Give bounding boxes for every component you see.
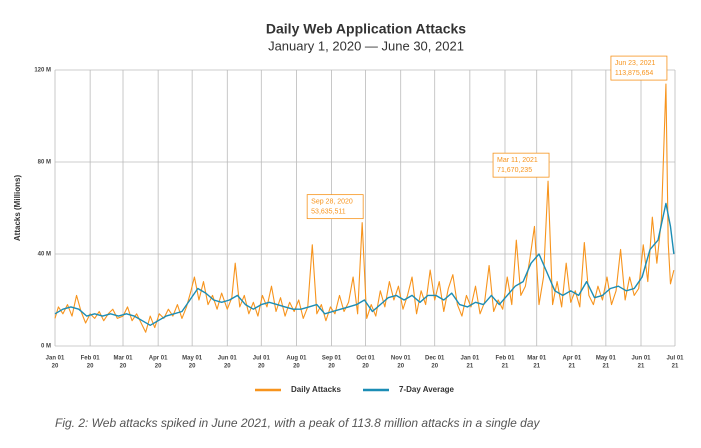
x-tick-label: Oct 01 — [356, 356, 375, 362]
annotation-label: 71,670,235 — [497, 167, 532, 174]
x-tick-label: 20 — [120, 364, 127, 370]
annotation-label: Mar 11, 2021 — [497, 157, 538, 164]
x-tick-label: Jul 01 — [253, 356, 271, 362]
y-tick-label: 0 M — [41, 344, 51, 350]
x-tick-label: Feb 01 — [81, 356, 101, 362]
x-tick-label: 21 — [569, 364, 576, 370]
data-line — [54, 83, 675, 333]
annotation-box — [610, 55, 668, 81]
x-tick-label: Jun 01 — [218, 356, 238, 362]
x-tick-label: 21 — [502, 364, 509, 370]
x-tick-label: 20 — [328, 364, 335, 370]
x-tick-label: Feb 01 — [495, 356, 515, 362]
x-tick-label: Jan 01 — [46, 356, 65, 362]
legend-label: 7-Day Average — [399, 385, 455, 394]
y-tick-label: 120 M — [34, 68, 51, 74]
x-tick-label: 20 — [258, 364, 265, 370]
x-tick-label: Jul 01 — [666, 356, 684, 362]
x-tick-label: Jun 01 — [631, 356, 651, 362]
x-tick-label: May 01 — [182, 356, 203, 362]
x-tick-label: 21 — [467, 364, 474, 370]
x-tick-label: Nov 01 — [391, 356, 411, 362]
x-tick-label: 20 — [87, 364, 94, 370]
y-tick-label: 80 M — [38, 160, 51, 166]
annotation-label: Sep 28, 2020 — [311, 198, 353, 205]
annotation-label: 53,635,511 — [311, 208, 346, 215]
x-tick-label: Sep 01 — [322, 356, 342, 362]
annotation-box — [306, 194, 364, 220]
x-tick-label: 20 — [293, 364, 300, 370]
x-tick-label: 20 — [52, 364, 59, 370]
x-tick-label: 20 — [362, 364, 369, 370]
x-tick-label: Dec 01 — [425, 356, 445, 362]
annotation-label: Jun 23, 2021 — [615, 60, 656, 67]
chart-subtitle: January 1, 2020 — June 30, 2021 — [268, 38, 464, 53]
x-tick-label: 20 — [155, 364, 162, 370]
data-line — [54, 202, 675, 326]
x-tick-label: 21 — [672, 364, 679, 370]
x-tick-label: Apr 01 — [149, 356, 168, 362]
x-tick-label: Jan 01 — [461, 356, 480, 362]
x-tick-label: 21 — [533, 364, 540, 370]
y-axis-label: Attacks (Millions) — [13, 175, 22, 242]
x-tick-label: Mar 01 — [527, 356, 547, 362]
x-tick-label: 21 — [603, 364, 610, 370]
x-tick-label: 21 — [638, 364, 645, 370]
y-tick-label: 40 M — [38, 252, 51, 258]
x-tick-label: 20 — [189, 364, 196, 370]
x-tick-label: May 01 — [596, 356, 617, 362]
annotation-label: 113,875,654 — [615, 70, 654, 77]
annotation-box — [492, 152, 550, 178]
x-tick-label: Aug 01 — [286, 356, 307, 362]
x-tick-label: Apr 01 — [563, 356, 582, 362]
x-tick-label: 20 — [431, 364, 438, 370]
x-tick-label: 20 — [224, 364, 231, 370]
x-tick-label: Mar 01 — [113, 356, 133, 362]
legend-label: Daily Attacks — [291, 385, 342, 394]
chart-title: Daily Web Application Attacks — [266, 21, 466, 37]
caption: Fig. 2: Web attacks spiked in June 2021,… — [55, 416, 540, 430]
x-tick-label: 20 — [397, 364, 404, 370]
